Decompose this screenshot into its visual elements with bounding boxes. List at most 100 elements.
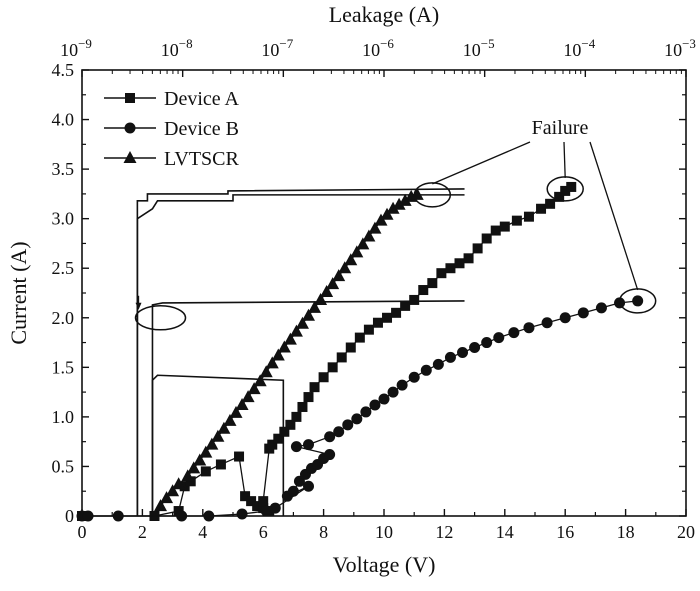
data-point [566, 181, 577, 192]
data-point [363, 324, 374, 335]
x-tick-label: 10 [375, 522, 393, 542]
data-point [82, 510, 94, 522]
data-point [354, 332, 365, 343]
data-point [303, 392, 314, 403]
data-point [246, 496, 257, 507]
data-point [314, 292, 328, 305]
legend-marker [125, 93, 135, 103]
data-point [408, 371, 420, 383]
data-point [386, 201, 400, 214]
axes-layer: 0 2 4 6 8 10 12 14 16 18 20 0 0.5 1.0 1.5 2.0 2.5 3.0 3.5 4… [6, 2, 696, 577]
data-point [260, 505, 272, 517]
data-point [523, 322, 535, 334]
data-point [463, 253, 474, 264]
data-point [493, 332, 505, 344]
y-axis-label: Current (A) [6, 241, 31, 344]
data-point [181, 469, 195, 482]
x2-tick-label: 10−8 [161, 36, 193, 60]
data-point [445, 263, 456, 274]
failure-pointer [589, 141, 639, 291]
data-point [345, 342, 356, 353]
data-point [303, 480, 314, 492]
data-point [369, 399, 381, 411]
data-point [154, 499, 168, 512]
legend-label: Device A [164, 88, 240, 110]
data-point [324, 449, 336, 461]
y-tick-label: 2.0 [52, 308, 75, 328]
x-tick-label: 0 [78, 522, 87, 542]
data-point [271, 348, 285, 361]
data-point [112, 510, 124, 522]
data-point [217, 421, 231, 434]
data-point [267, 439, 278, 450]
data-point [223, 413, 237, 426]
data-point [382, 312, 393, 323]
data-point [559, 312, 571, 324]
data-point [173, 506, 184, 517]
data-point [595, 302, 607, 314]
data-point [472, 243, 483, 254]
data-point [490, 225, 501, 236]
data-point [253, 374, 267, 387]
legend-label: Device B [164, 118, 239, 140]
data-point [332, 269, 346, 282]
x2-tick-label: 10−9 [60, 36, 92, 60]
data-point [400, 300, 411, 311]
data-point [279, 426, 290, 437]
data-point [291, 411, 302, 422]
data-point [342, 419, 354, 431]
y-tick-label: 2.5 [52, 258, 75, 278]
failure-pointer [432, 141, 531, 185]
data-point [554, 191, 565, 202]
data-point [344, 253, 358, 266]
x-tick-label: 12 [435, 522, 453, 542]
data-point [297, 401, 308, 412]
data-point [318, 372, 329, 383]
data-point [499, 221, 510, 232]
data-point [536, 203, 547, 214]
data-point [187, 461, 201, 474]
data-point [308, 300, 322, 313]
annotation-layer: Failure [134, 117, 657, 331]
data-point [166, 484, 180, 497]
data-point [240, 491, 251, 502]
data-point [277, 340, 291, 353]
data-point [172, 477, 186, 490]
data-point [269, 502, 281, 514]
data-point [333, 426, 345, 438]
data-point [290, 441, 302, 453]
leakage-arrow-head [135, 302, 142, 310]
data-point [632, 295, 644, 307]
x2-axis-label: Leakage (A) [329, 2, 440, 27]
x-tick-label: 20 [677, 522, 695, 542]
data-point [444, 351, 456, 363]
data-point [176, 510, 188, 522]
data-point [427, 278, 438, 289]
data-point [203, 510, 215, 522]
data-point [303, 439, 314, 451]
data-point [200, 466, 211, 477]
data-point [211, 429, 225, 442]
data-point [338, 261, 352, 274]
data-point [247, 382, 261, 395]
x-axis-label: Voltage (V) [333, 552, 436, 577]
data-point [511, 215, 522, 226]
data-point [258, 496, 269, 507]
x-tick-label: 8 [319, 522, 328, 542]
data-point [273, 433, 284, 444]
data-point [436, 268, 447, 279]
x-tick-label: 14 [496, 522, 514, 542]
data-point [199, 445, 213, 458]
data-point [265, 356, 279, 369]
data-point [205, 437, 219, 450]
y-tick-label: 1.0 [52, 407, 75, 427]
data-point [372, 317, 383, 328]
x2-tick-label: 10−7 [261, 36, 293, 60]
x-tick-label: 18 [617, 522, 635, 542]
data-point [469, 342, 481, 354]
y-tick-label: 4.5 [52, 60, 75, 80]
data-point [215, 459, 226, 470]
data-point [508, 327, 520, 339]
y-tick-label: 1.5 [52, 357, 75, 377]
